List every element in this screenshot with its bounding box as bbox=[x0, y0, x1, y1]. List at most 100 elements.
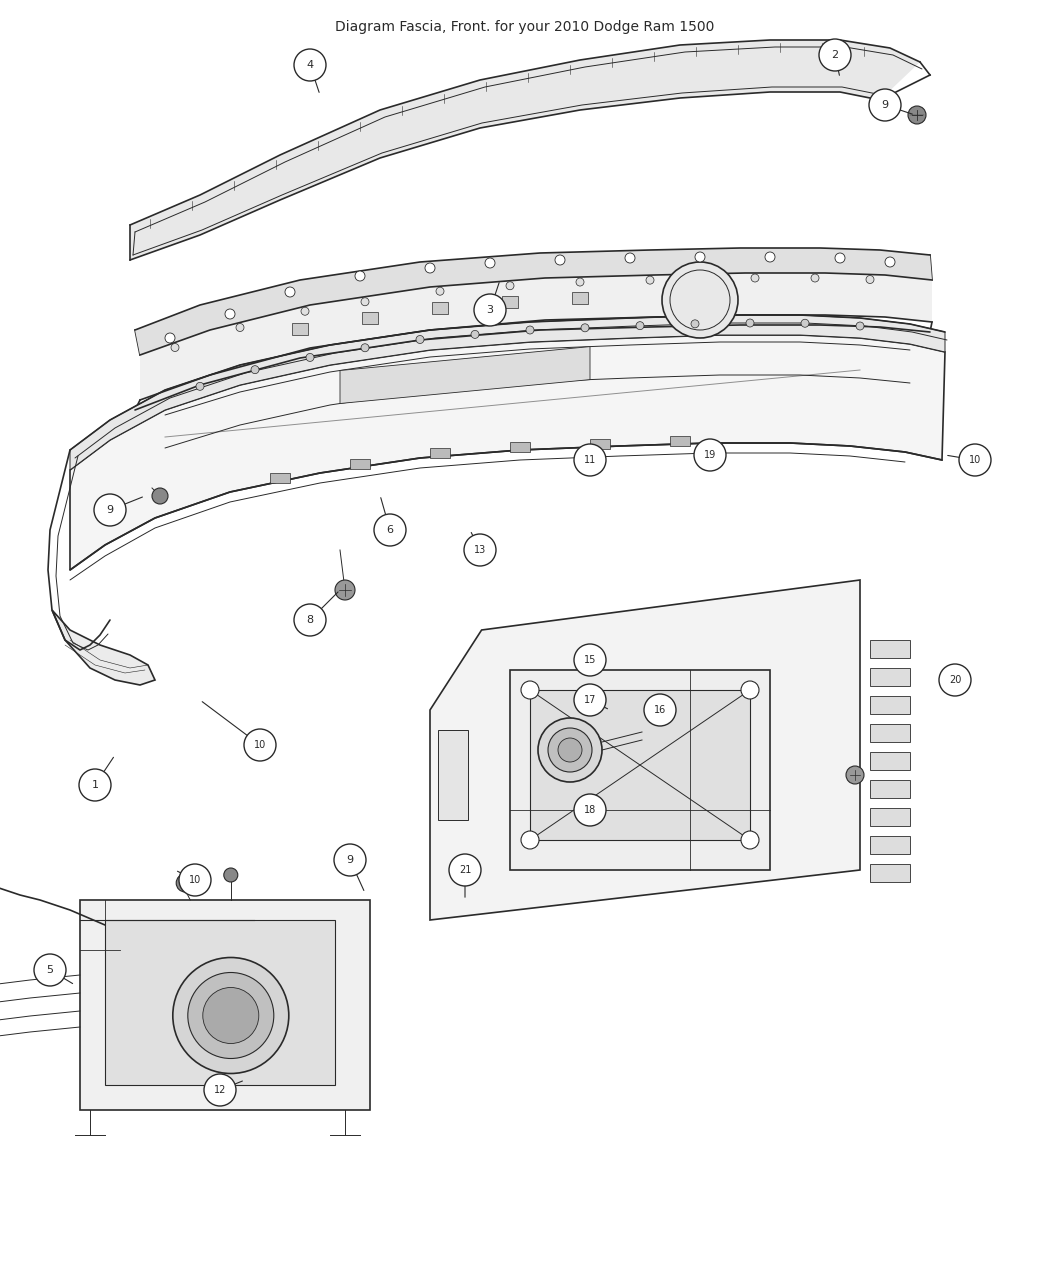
Circle shape bbox=[306, 353, 314, 361]
Circle shape bbox=[555, 255, 565, 265]
Text: 19: 19 bbox=[704, 450, 716, 460]
Circle shape bbox=[835, 252, 845, 263]
FancyBboxPatch shape bbox=[870, 780, 910, 798]
Circle shape bbox=[334, 844, 366, 876]
Circle shape bbox=[939, 664, 971, 696]
FancyBboxPatch shape bbox=[870, 696, 910, 714]
Circle shape bbox=[171, 343, 178, 352]
Polygon shape bbox=[70, 315, 945, 470]
Text: 20: 20 bbox=[949, 674, 961, 685]
Circle shape bbox=[741, 681, 759, 699]
Circle shape bbox=[662, 261, 738, 338]
Circle shape bbox=[294, 604, 325, 636]
FancyBboxPatch shape bbox=[870, 752, 910, 770]
Circle shape bbox=[574, 794, 606, 826]
Polygon shape bbox=[70, 335, 945, 570]
Circle shape bbox=[856, 323, 864, 330]
FancyBboxPatch shape bbox=[670, 436, 690, 446]
Circle shape bbox=[485, 258, 495, 268]
Text: 17: 17 bbox=[584, 695, 596, 705]
Circle shape bbox=[574, 644, 606, 676]
FancyBboxPatch shape bbox=[105, 921, 335, 1085]
FancyBboxPatch shape bbox=[870, 724, 910, 742]
Circle shape bbox=[416, 335, 424, 343]
Circle shape bbox=[224, 868, 237, 882]
Text: 11: 11 bbox=[584, 455, 596, 465]
Text: 10: 10 bbox=[254, 740, 266, 750]
Circle shape bbox=[811, 274, 819, 282]
Text: 21: 21 bbox=[459, 864, 471, 875]
Text: 2: 2 bbox=[832, 50, 839, 60]
Text: 9: 9 bbox=[106, 505, 113, 515]
Text: 16: 16 bbox=[654, 705, 666, 715]
Circle shape bbox=[625, 252, 635, 263]
Circle shape bbox=[581, 324, 589, 332]
Circle shape bbox=[79, 769, 111, 801]
Circle shape bbox=[644, 694, 676, 725]
Circle shape bbox=[94, 493, 126, 527]
FancyBboxPatch shape bbox=[502, 296, 518, 307]
FancyBboxPatch shape bbox=[870, 808, 910, 826]
Circle shape bbox=[538, 718, 602, 782]
Text: 4: 4 bbox=[307, 60, 314, 70]
Circle shape bbox=[449, 854, 481, 886]
Circle shape bbox=[165, 333, 175, 343]
Circle shape bbox=[576, 278, 584, 286]
Circle shape bbox=[361, 344, 369, 352]
Circle shape bbox=[178, 864, 211, 896]
Circle shape bbox=[691, 320, 699, 328]
Text: 12: 12 bbox=[214, 1085, 226, 1095]
Circle shape bbox=[374, 514, 406, 546]
Circle shape bbox=[765, 252, 775, 261]
Circle shape bbox=[425, 263, 435, 273]
Polygon shape bbox=[140, 273, 932, 400]
Circle shape bbox=[846, 766, 864, 784]
Circle shape bbox=[196, 382, 204, 390]
Text: 10: 10 bbox=[969, 455, 981, 465]
Circle shape bbox=[301, 307, 309, 315]
Circle shape bbox=[548, 728, 592, 771]
Text: 10: 10 bbox=[189, 875, 202, 885]
FancyBboxPatch shape bbox=[870, 836, 910, 854]
Circle shape bbox=[294, 48, 325, 82]
Circle shape bbox=[751, 274, 759, 282]
Circle shape bbox=[204, 1074, 236, 1105]
Text: 9: 9 bbox=[346, 856, 354, 864]
Circle shape bbox=[244, 729, 276, 761]
FancyBboxPatch shape bbox=[430, 449, 450, 459]
FancyBboxPatch shape bbox=[510, 669, 770, 870]
FancyBboxPatch shape bbox=[270, 473, 290, 483]
Circle shape bbox=[521, 831, 539, 849]
Circle shape bbox=[521, 681, 539, 699]
FancyBboxPatch shape bbox=[350, 459, 370, 469]
Text: 1: 1 bbox=[91, 780, 99, 790]
Polygon shape bbox=[430, 580, 860, 921]
Circle shape bbox=[225, 309, 235, 319]
Circle shape bbox=[558, 738, 582, 762]
FancyBboxPatch shape bbox=[870, 864, 910, 882]
Circle shape bbox=[335, 580, 355, 601]
Polygon shape bbox=[135, 249, 932, 354]
Circle shape bbox=[152, 488, 168, 504]
FancyBboxPatch shape bbox=[362, 311, 378, 324]
Circle shape bbox=[285, 287, 295, 297]
FancyBboxPatch shape bbox=[438, 731, 468, 820]
Circle shape bbox=[236, 324, 244, 332]
Circle shape bbox=[471, 330, 479, 338]
Circle shape bbox=[801, 319, 808, 328]
Text: 13: 13 bbox=[474, 544, 486, 555]
Circle shape bbox=[474, 295, 506, 326]
FancyBboxPatch shape bbox=[530, 690, 750, 840]
FancyBboxPatch shape bbox=[870, 640, 910, 658]
Circle shape bbox=[646, 277, 654, 284]
FancyBboxPatch shape bbox=[572, 292, 588, 303]
Circle shape bbox=[464, 534, 496, 566]
Circle shape bbox=[741, 831, 759, 849]
FancyBboxPatch shape bbox=[510, 442, 530, 453]
Circle shape bbox=[203, 988, 258, 1043]
Text: 15: 15 bbox=[584, 655, 596, 666]
Text: Diagram Fascia, Front. for your 2010 Dodge Ram 1500: Diagram Fascia, Front. for your 2010 Dod… bbox=[335, 20, 715, 34]
Circle shape bbox=[251, 366, 259, 374]
Polygon shape bbox=[130, 40, 920, 260]
Polygon shape bbox=[340, 347, 590, 403]
